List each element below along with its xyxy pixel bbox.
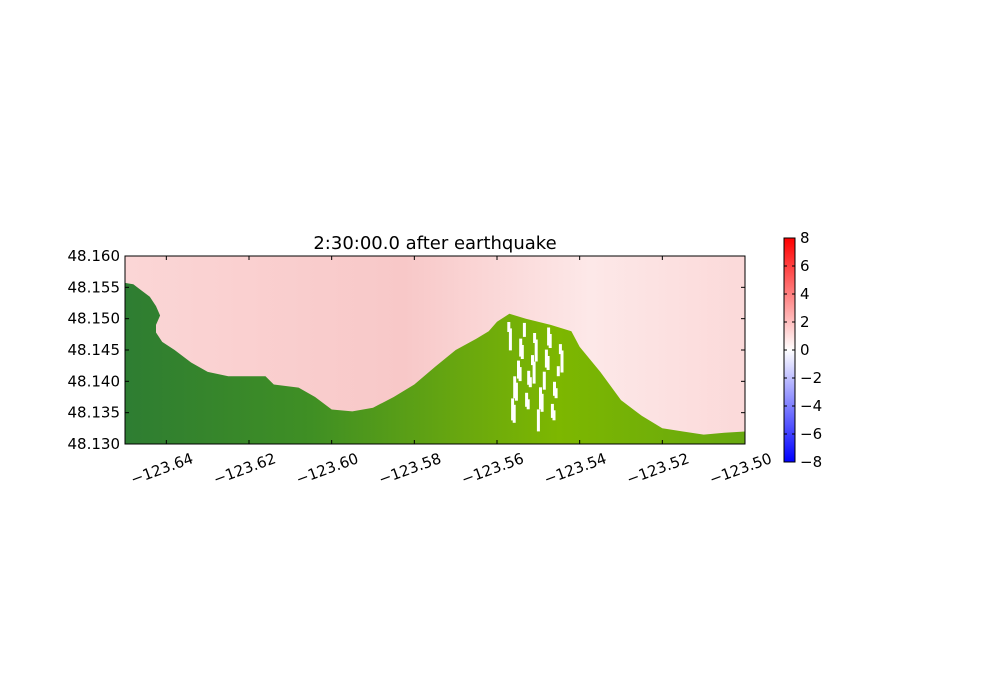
inundation-cell	[528, 377, 532, 388]
inundation-cell	[534, 339, 538, 362]
x-tick-label: −123.62	[211, 449, 278, 488]
inundation-cell	[511, 398, 515, 421]
inundation-cell	[540, 393, 544, 412]
colorbar-tick-label: 6	[800, 257, 810, 275]
y-tick-label: 48.145	[68, 341, 121, 359]
inundation-cell	[546, 356, 550, 370]
x-tick-label: −123.54	[542, 449, 609, 488]
inundation-cell	[522, 322, 526, 337]
x-tick-label: −123.50	[707, 449, 774, 488]
inundation-cell	[544, 349, 548, 368]
inundation-cell	[517, 360, 520, 379]
plot-area: −123.64 −123.62 −123.60 −123.58 −123.56 −123.…	[68, 247, 775, 489]
colorbar-tick-label: 8	[800, 229, 810, 247]
colorbar-tick-label: 4	[800, 285, 810, 303]
y-tick-label: 48.140	[68, 372, 121, 390]
inundation-cell	[527, 370, 531, 385]
y-tick-label: 48.155	[68, 278, 121, 296]
colorbar: −8 −6 −4 −2 0 2 4 6 8	[783, 229, 822, 471]
inundation-cell	[526, 399, 530, 410]
inundation-cell	[507, 322, 511, 332]
inundation-cell	[556, 366, 560, 377]
inundation-cell	[560, 350, 564, 373]
inundation-cell	[525, 392, 529, 407]
y-axis: 48.130 48.135 48.140 48.145 48.150 48.155 48.1…	[68, 247, 745, 453]
colorbar-tick-label: −4	[800, 397, 822, 415]
colorbar-tick-label: −8	[800, 453, 822, 471]
colorbar-tick-label: −6	[800, 425, 822, 443]
inundation-cell	[513, 376, 517, 399]
x-tick-label: −123.60	[294, 449, 361, 488]
inundation-cell	[553, 381, 556, 396]
land-area	[125, 282, 745, 444]
y-tick-label: 48.130	[68, 435, 121, 453]
inundation-cell	[514, 382, 518, 401]
inundation-cell	[542, 371, 546, 390]
x-tick-label: −123.58	[376, 449, 443, 488]
inundation-cell	[532, 361, 536, 384]
y-tick-label: 48.135	[68, 404, 121, 422]
inundation-cell	[519, 338, 523, 357]
x-tick-label: −123.52	[624, 449, 691, 488]
y-tick-label: 48.160	[68, 247, 121, 265]
y-tick-label: 48.150	[68, 310, 121, 328]
inundation-cell	[547, 327, 551, 346]
colorbar-ticks: −8 −6 −4 −2 0 2 4 6 8	[784, 229, 822, 471]
inundation-cell	[554, 388, 558, 399]
x-tick-label: −123.56	[459, 449, 526, 488]
inundation-cell	[552, 410, 556, 421]
inundation-cell	[512, 404, 516, 423]
inundation-cell	[518, 367, 522, 382]
colorbar-tick-label: 2	[800, 313, 810, 331]
inundation-cell	[548, 334, 552, 348]
inundation-cell	[531, 355, 534, 366]
inundation-cell	[508, 328, 512, 351]
inundation-cell	[520, 345, 524, 359]
colorbar-tick-label: 0	[800, 341, 810, 359]
inundation-cell	[550, 403, 554, 418]
colorbar-tick-label: −2	[800, 369, 822, 387]
inundation-cell	[536, 409, 540, 432]
inundation-cell	[558, 344, 562, 355]
x-tick-label: −123.64	[128, 449, 195, 488]
chart-title: 2:30:00.0 after earthquake	[313, 233, 556, 254]
inundation-cell	[539, 387, 542, 410]
inundation-patches	[507, 322, 564, 432]
inundation-cell	[533, 333, 537, 343]
